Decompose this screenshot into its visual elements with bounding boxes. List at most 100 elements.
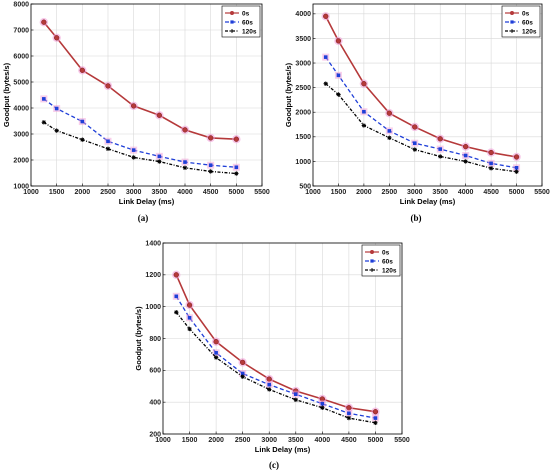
data-point-60s [336,73,341,78]
data-point-60s [187,316,192,320]
y-tick-label: 1400 [145,240,161,247]
y-tick-label: 500 [299,183,311,190]
data-point-0s [266,376,272,382]
y-tick-label: 1000 [145,304,161,311]
data-point-60s [240,371,245,376]
data-point-0s [412,124,418,130]
y-tick-label: 1000 [13,183,29,190]
data-point-0s [54,35,60,41]
x-tick-label: 4500 [341,437,357,444]
data-point-0s [323,13,329,19]
data-point-60s [489,161,493,166]
x-tick-label: 1000 [23,189,39,196]
y-tick-label: 400 [149,400,161,407]
y-tick-label: 1200 [145,272,161,279]
chart-panel-a: 1000 1500 2000 2500 3000 3500 4000 4500 5000 5500… [0,0,270,212]
legend: 0s 60s 120s [221,5,261,38]
legend-marker-120s [510,29,514,33]
data-point-0s [437,136,443,142]
data-point-120s [208,169,213,174]
legend-label-60s: 60s [382,258,393,265]
chart-c: 1000 1500 2000 2500 3000 3500 4000 4500 5000 5500… [134,240,410,454]
x-tick-label: 1500 [49,189,65,196]
data-point-60s [106,139,110,144]
data-point-0s [131,103,137,109]
x-tick-label: 4000 [315,437,331,444]
x-tick-label: 5000 [368,437,384,444]
x-tick-label: 3000 [261,437,277,444]
y-tick-label: 1000 [295,159,311,166]
y-axis-label: Goodput (bytes/s) [284,62,293,127]
x-tick-label: 2000 [356,189,372,196]
legend-marker-60s [230,20,234,24]
data-point-0s [386,110,392,116]
data-point-120s [157,159,162,164]
x-tick-label: 3000 [126,189,142,196]
data-point-60s [80,119,85,124]
data-point-120s [514,169,519,174]
legend-marker-0s [510,11,514,15]
chart-panel-c: 1000 1500 2000 2500 3000 3500 4000 4500 5000 5500… [133,233,418,459]
data-point-60s [54,106,59,111]
x-tick-label: 3500 [432,189,448,196]
data-point-120s [267,387,272,392]
data-point-120s [131,155,136,160]
x-tick-label: 2500 [235,437,251,444]
data-point-0s [208,135,214,141]
data-point-120s [463,159,468,164]
data-point-120s [293,397,298,402]
legend-marker-120s [230,29,234,33]
data-point-60s [157,154,162,159]
legend: 0s 60s 120s [501,5,541,38]
data-point-0s [361,81,367,87]
legend-label-0s: 0s [522,10,530,17]
caption-b: (b) [410,213,422,223]
data-point-60s [514,166,519,170]
data-point-0s [182,127,188,133]
legend-marker-0s [230,11,234,15]
data-point-0s [173,272,179,278]
data-point-60s [347,411,351,416]
data-point-60s [438,147,443,151]
data-point-120s [438,154,443,159]
data-point-120s [213,355,219,360]
data-point-60s [183,160,187,164]
data-point-0s [41,19,47,25]
data-point-120s [187,326,192,332]
chart-panel-b: 1000 1500 2000 2500 3000 3500 4000 4500 5000 5500… [283,0,550,212]
y-axis-label: Goodput (bytes/s) [2,62,11,127]
y-tick-label: 1500 [295,134,311,141]
y-axis-label: Goodput (bytes/s) [134,306,143,371]
x-tick-label: 1000 [305,189,321,196]
legend-marker-60s [370,259,374,263]
x-tick-label: 5500 [394,437,410,444]
data-point-0s [463,143,469,150]
x-tick-label: 3500 [288,437,304,444]
legend: 0s 60s 120s [361,244,401,277]
x-tick-label: 5500 [254,189,270,196]
data-point-0s [105,83,111,89]
chart-b: 1000 1500 2000 2500 3000 3500 4000 4500 5000 5500… [284,3,550,206]
chart-a: 1000 1500 2000 2500 3000 3500 4000 4500 5000 5500… [2,1,270,206]
legend-label-0s: 0s [242,10,250,17]
data-point-60s [214,351,218,355]
data-point-60s [387,129,392,133]
data-point-120s [174,310,179,315]
data-point-60s [463,153,468,158]
x-tick-label: 3500 [152,189,168,196]
data-point-120s [54,128,59,133]
y-tick-label: 2000 [13,157,29,164]
y-tick-label: 4000 [13,105,29,112]
data-point-120s [412,147,417,152]
data-point-120s [488,166,494,171]
axes-frame [30,3,263,187]
data-point-120s [336,92,341,97]
x-tick-label: 5000 [509,189,525,196]
x-tick-label: 2000 [208,437,224,444]
data-point-60s [373,416,378,420]
data-point-60s [234,165,239,170]
x-tick-label: 4000 [458,189,474,196]
legend-marker-0s [370,250,374,254]
y-tick-label: 4000 [295,11,311,18]
x-tick-label: 3000 [407,189,423,196]
